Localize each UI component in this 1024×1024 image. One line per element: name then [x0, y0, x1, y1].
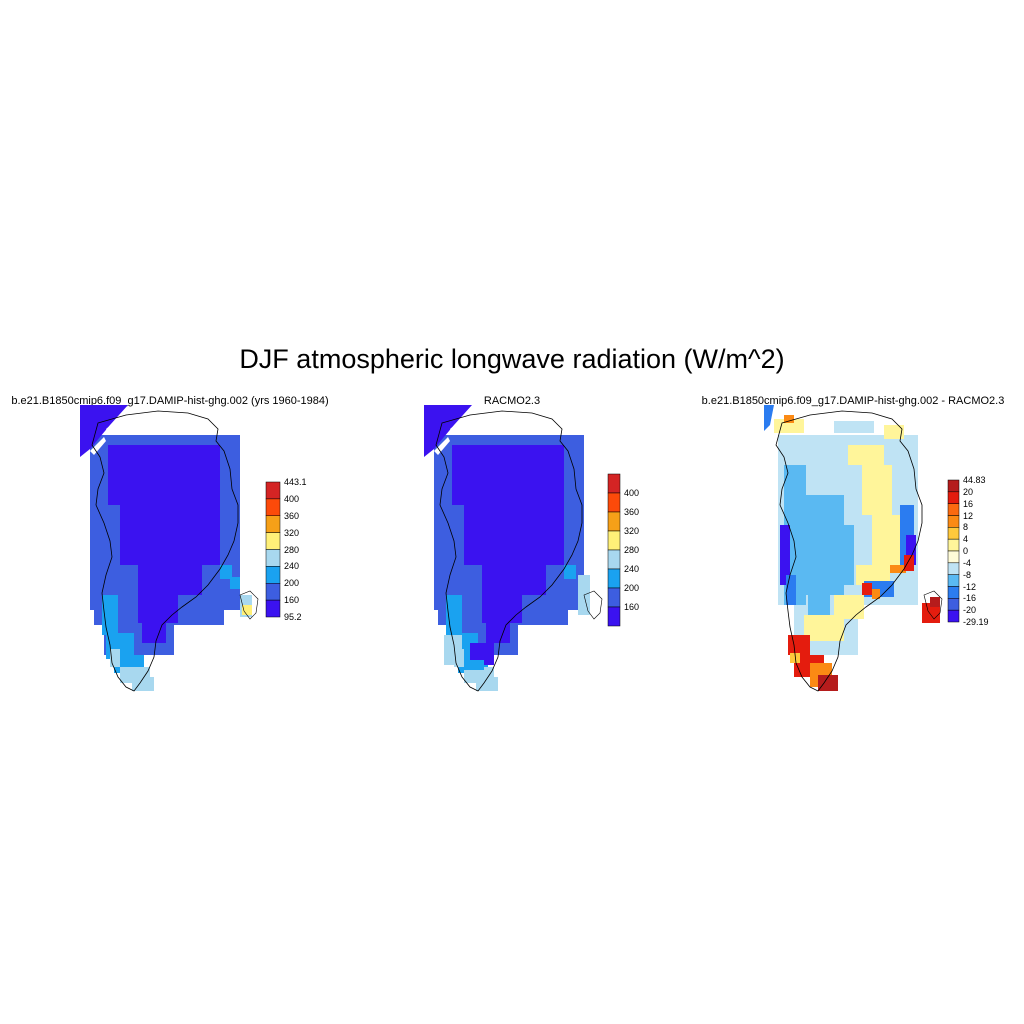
colorbar-swatch [947, 609, 960, 623]
colorbar-tick-label: 400 [284, 493, 300, 504]
colorbar-swatch [265, 481, 281, 500]
colorbar-racmo: 400 360 320 280 240 200 160 [607, 473, 639, 627]
colorbar-tick-label: 8 [963, 522, 969, 533]
colorbar-tick-label: 320 [624, 526, 640, 536]
colorbar-swatch [947, 586, 960, 599]
colorbar-tick-label: 160 [624, 602, 640, 612]
colorbar-tick-label: -8 [963, 569, 972, 580]
colorbar-tick-label: 0 [963, 546, 969, 556]
colorbar-swatch [947, 515, 960, 528]
colorbar-swatch [265, 599, 281, 618]
colorbar-swatch [607, 568, 621, 589]
panel-title-model: b.e21.B1850cmip6.f09_g17.DAMIP-hist-ghg.… [11, 395, 329, 407]
colorbar-tick-label: 200 [284, 578, 300, 589]
panel-title-difference: b.e21.B1850cmip6.f09_g17.DAMIP-hist-ghg.… [701, 395, 1005, 407]
map-model [80, 405, 260, 705]
colorbar-tick-label: 400 [624, 488, 640, 498]
colorbar-swatch [947, 503, 960, 516]
colorbar-swatch [947, 562, 960, 575]
colorbar-tick-label: 443.1 [284, 477, 307, 487]
colorbar-tick-label: 360 [284, 510, 300, 521]
map-difference [764, 405, 944, 705]
colorbar-tick-label: 360 [624, 507, 640, 517]
colorbar-tick-label: -29.19 [963, 617, 989, 627]
colorbar-tick-label: 240 [624, 564, 640, 574]
colorbar-swatch [947, 550, 960, 564]
panel-title-racmo: RACMO2.3 [483, 395, 541, 407]
colorbar-tick-label: 95.2 [284, 612, 302, 622]
colorbar-tick-label: 16 [963, 498, 974, 509]
colorbar-swatch [607, 587, 621, 608]
colorbar-tick-label: 280 [284, 544, 300, 555]
colorbar-swatch [265, 566, 281, 584]
colorbar-tick-label: 12 [963, 510, 974, 521]
colorbar-swatch [265, 532, 281, 550]
colorbar-difference: 44.83 20 16 12 8 4 0 -4 -8 -12 -16 -20 -29.19 [947, 475, 989, 627]
colorbar-swatch [607, 492, 621, 513]
colorbar-tick-label: -16 [963, 593, 977, 604]
colorbar-swatch [265, 498, 281, 516]
colorbar-swatch [947, 598, 960, 611]
colorbar-swatch [947, 479, 960, 493]
colorbar-tick-label: 200 [624, 583, 640, 593]
colorbar-tick-label: -20 [963, 605, 977, 616]
colorbar-tick-label: 4 [963, 534, 969, 545]
colorbar-swatch [607, 549, 621, 570]
colorbar-swatch [607, 473, 621, 494]
colorbar-tick-label: 280 [624, 545, 640, 555]
colorbar-tick-label: 160 [284, 595, 300, 606]
colorbar-swatch [947, 574, 960, 587]
figure-title: DJF atmospheric longwave radiation (W/m^… [239, 344, 785, 374]
colorbar-swatch [265, 583, 281, 601]
colorbar-swatch [947, 527, 960, 540]
colorbar-swatch [947, 538, 960, 552]
colorbar-swatch [947, 491, 960, 504]
colorbar-swatch [607, 530, 621, 551]
colorbar-swatch [607, 606, 621, 627]
colorbar-tick-label: 320 [284, 527, 300, 538]
colorbar-swatch [265, 549, 281, 567]
colorbar-tick-label: -4 [963, 557, 972, 568]
map-racmo [424, 405, 604, 705]
colorbar-tick-label: 44.83 [963, 475, 986, 485]
colorbar-tick-label: 20 [963, 486, 974, 497]
colorbar-model: 443.1 400 360 320 280 240 200 160 95.2 [265, 477, 307, 622]
colorbar-tick-label: -12 [963, 581, 977, 592]
colorbar-swatch [607, 511, 621, 532]
colorbar-tick-label: 240 [284, 561, 300, 572]
colorbar-swatch [265, 515, 281, 533]
